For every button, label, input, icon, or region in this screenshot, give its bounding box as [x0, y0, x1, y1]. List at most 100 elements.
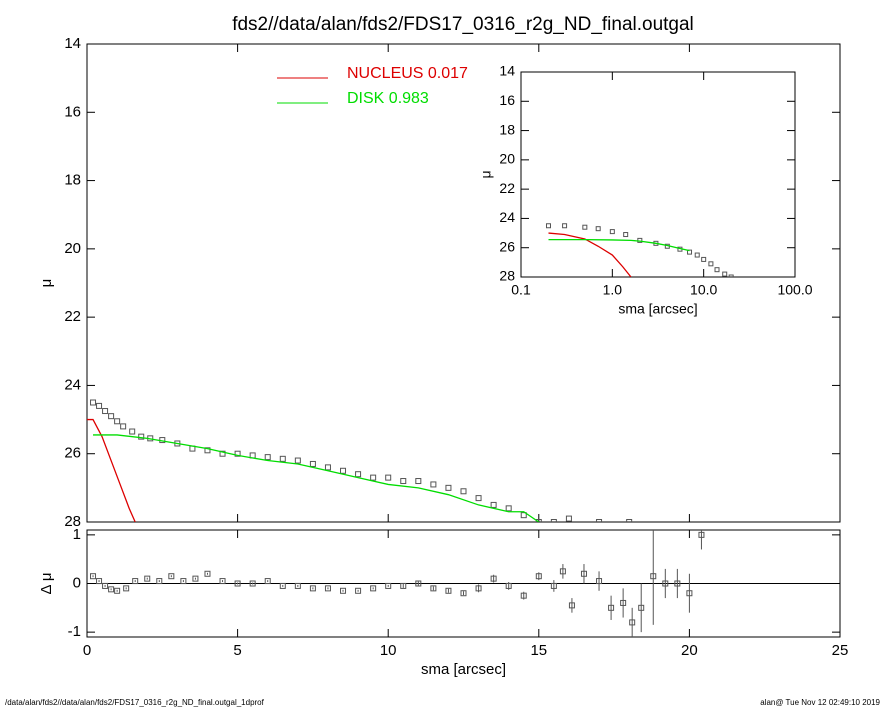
y-tick-label: 24 [64, 376, 81, 393]
x-tick-label: 20 [681, 642, 698, 659]
data-point [279, 582, 286, 589]
data-point [309, 460, 316, 467]
data-point [629, 619, 636, 626]
footer-right: alan@ Tue Nov 12 02:49:10 2019 [760, 698, 880, 707]
x-tick-label: 0.1 [511, 282, 531, 298]
data-point [545, 223, 551, 229]
data-point [114, 418, 121, 425]
data-point [96, 402, 103, 409]
data-point [219, 450, 226, 457]
y-tick-label: 16 [499, 92, 515, 108]
data-point [340, 467, 347, 474]
data-point [234, 580, 241, 587]
x-tick-label: 0 [83, 642, 91, 659]
data-point [609, 229, 615, 235]
data-point [626, 519, 633, 522]
y-tick-label: -1 [68, 623, 81, 640]
data-point [708, 261, 714, 267]
profile-line [548, 232, 632, 277]
data-point [623, 232, 629, 238]
data-point [340, 587, 347, 594]
data-point [580, 570, 587, 577]
x-axis-label: sma [arcsec] [421, 661, 506, 678]
y-tick-label: 24 [499, 209, 515, 225]
data-point [650, 573, 657, 580]
data-point [168, 573, 175, 580]
data-point [309, 585, 316, 592]
data-point [595, 226, 601, 232]
data-point [505, 505, 512, 512]
data-point [475, 585, 482, 592]
data-point [370, 585, 377, 592]
inset-background [521, 72, 795, 277]
data-point [430, 481, 437, 488]
x-tick-label: 100.0 [777, 282, 812, 298]
data-point [415, 580, 422, 587]
plot-area [90, 530, 705, 637]
data-point [662, 580, 669, 587]
y-tick-label: 20 [64, 240, 81, 257]
data-point [550, 519, 557, 522]
data-point [102, 582, 109, 589]
data-point [385, 582, 392, 589]
y-tick-label: 1 [73, 526, 81, 543]
data-point [505, 582, 512, 589]
y-tick-label: 28 [64, 513, 81, 530]
data-point [90, 399, 97, 406]
y-axis-label: Δ μ [38, 572, 55, 594]
x-tick-label: 1.0 [603, 282, 623, 298]
data-point [279, 455, 286, 462]
data-point [180, 578, 187, 585]
y-tick-label: 0 [73, 574, 81, 591]
data-point [355, 587, 362, 594]
data-point [234, 450, 241, 457]
profile-line [548, 239, 690, 252]
data-point [123, 585, 130, 592]
y-tick-label: 14 [499, 63, 515, 79]
data-point [722, 271, 728, 277]
data-point [460, 488, 467, 495]
profile-line [93, 434, 540, 522]
x-tick-label: 10.0 [690, 282, 717, 298]
data-point [475, 495, 482, 502]
data-point [132, 578, 139, 585]
data-point [129, 428, 136, 435]
data-point [415, 478, 422, 485]
legend-label: DISK 0.983 [347, 90, 429, 107]
chart-title: fds2//data/alan/fds2/FDS17_0316_r2g_ND_f… [232, 14, 694, 35]
data-point [701, 256, 707, 262]
data-point [430, 585, 437, 592]
data-point [596, 519, 603, 522]
footer-left: /data/alan/fds2//data/alan/fds2/FDS17_03… [5, 698, 265, 707]
data-point [460, 590, 467, 597]
data-point [324, 464, 331, 471]
data-point [204, 447, 211, 454]
x-axis-label: sma [arcsec] [618, 301, 697, 317]
data-point [108, 413, 115, 420]
data-point [264, 454, 271, 461]
data-point [550, 582, 557, 589]
data-point [294, 457, 301, 464]
data-point [728, 274, 734, 277]
data-point [96, 578, 103, 585]
data-point [490, 501, 497, 508]
data-point [565, 515, 572, 522]
x-tick-label: 25 [832, 642, 849, 659]
data-point [355, 471, 362, 478]
data-point [582, 224, 588, 230]
data-point [324, 585, 331, 592]
y-tick-label: 18 [499, 121, 515, 137]
data-point [90, 573, 97, 580]
profile-line [87, 418, 136, 522]
data-point [445, 484, 452, 491]
data-point [714, 267, 720, 273]
data-point [400, 582, 407, 589]
x-tick-label: 5 [233, 642, 241, 659]
data-point [156, 578, 163, 585]
y-tick-label: 28 [499, 268, 515, 284]
data-point [400, 478, 407, 485]
data-point [490, 575, 497, 582]
data-point [445, 587, 452, 594]
data-point [138, 433, 145, 440]
